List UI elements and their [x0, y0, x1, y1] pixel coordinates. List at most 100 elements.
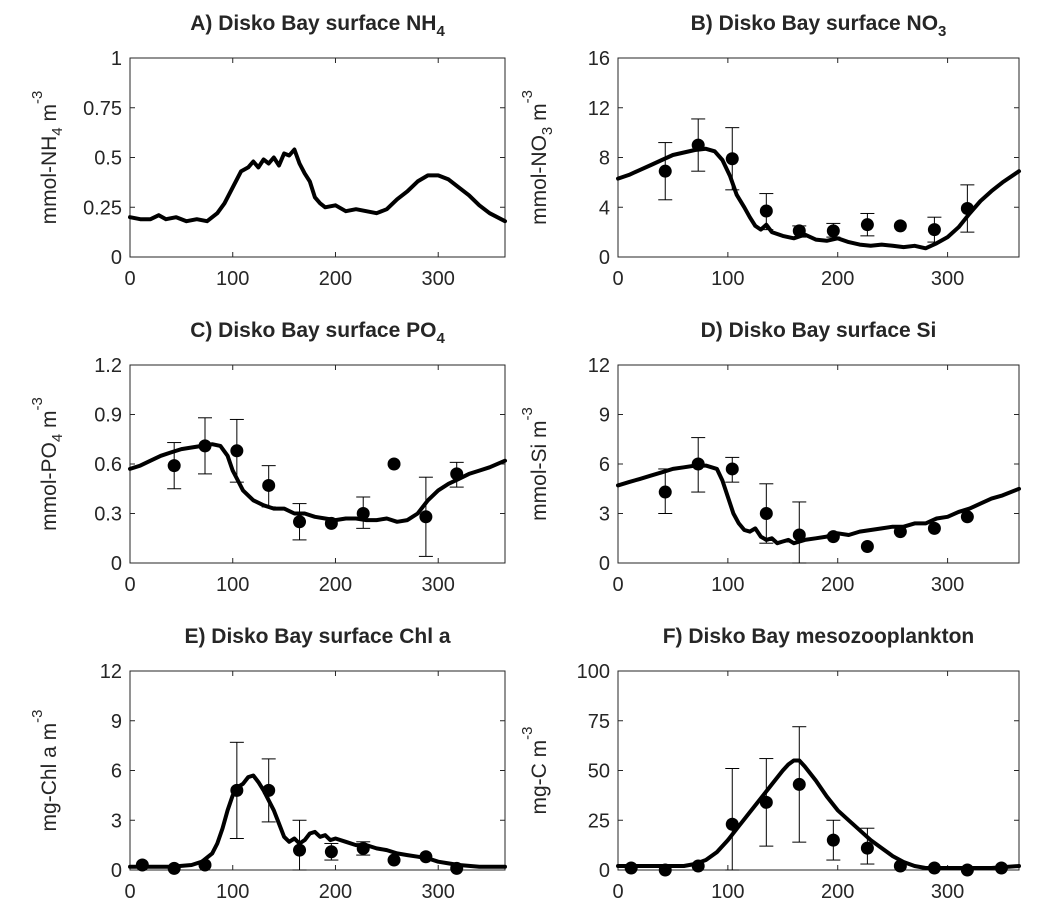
observation-point [893, 859, 907, 873]
x-tick-label: 100 [711, 268, 744, 290]
y-axis-label: mmol-NO3 m-3 [519, 90, 556, 225]
x-tick-label: 300 [422, 574, 455, 596]
panel-title: A) Disko Bay surface NH4 [190, 12, 445, 40]
y-tick-label: 0 [599, 247, 610, 269]
observation-point [691, 138, 705, 152]
panel-title: F) Disko Bay mesozooplankton [663, 625, 975, 648]
model-line [616, 463, 1021, 546]
observation-point [960, 510, 974, 524]
y-axis-label: mg-C m-3 [519, 726, 551, 814]
model-line [128, 147, 507, 224]
y-tick-label: 0 [111, 860, 122, 882]
y-tick-label: 4 [599, 197, 610, 219]
y-axis-label-part: mmol-NH [38, 136, 61, 225]
x-tick-label: 200 [319, 268, 352, 290]
observation-point [860, 218, 874, 232]
y-axis-label-part: 3 [539, 127, 556, 135]
y-axis-label-part: m [38, 104, 61, 127]
x-tick-label: 0 [612, 268, 623, 290]
model-line [128, 773, 507, 869]
x-tick-label: 0 [124, 881, 135, 903]
observation-point [387, 457, 401, 471]
plot-area [129, 364, 506, 564]
y-tick-label: 16 [588, 48, 610, 70]
y-axis-label-part: mg-Chl a m [38, 723, 61, 832]
observation-point [658, 164, 672, 178]
observation-point [167, 459, 181, 473]
panel-title: C) Disko Bay surface PO4 [190, 319, 445, 347]
x-tick-label: 0 [124, 574, 135, 596]
observation-point [450, 861, 464, 875]
panel-title-text: A) Disko Bay surface NH [190, 12, 436, 35]
x-tick-label: 200 [821, 574, 854, 596]
panel-title: D) Disko Bay surface Si [701, 319, 937, 342]
plot-area [129, 57, 506, 258]
observation-point [658, 485, 672, 499]
x-tick-label: 300 [422, 268, 455, 290]
plot-area [129, 670, 506, 871]
panel-title-text: F) Disko Bay mesozooplankton [663, 625, 975, 648]
y-tick-label: 9 [599, 405, 610, 427]
y-axis-label: mmol-NH4 m-3 [29, 91, 66, 225]
observation-point [356, 841, 370, 855]
observation-point [419, 510, 433, 524]
y-tick-label: 0 [111, 247, 122, 269]
y-axis-label: mg-Chl a m-3 [29, 710, 61, 832]
plot-area [617, 364, 1020, 564]
model-line [616, 146, 1021, 251]
observation-point [994, 861, 1008, 875]
y-axis-label-part: -3 [519, 726, 536, 739]
observation-point [293, 843, 307, 857]
y-axis-label-part: -3 [519, 407, 536, 420]
y-tick-label: 0 [111, 553, 122, 575]
observation-point [324, 516, 338, 530]
y-tick-label: 9 [111, 711, 122, 733]
y-axis-label: mmol-Si m-3 [519, 407, 551, 521]
x-tick-label: 200 [319, 574, 352, 596]
observation-point [230, 444, 244, 458]
y-axis-label-part: -3 [29, 397, 46, 410]
x-tick-label: 300 [422, 881, 455, 903]
observation-point [927, 861, 941, 875]
x-tick-label: 300 [931, 268, 964, 290]
observation-point [419, 850, 433, 864]
y-axis-label-part: mmol-PO [38, 442, 61, 531]
observation-point [725, 817, 739, 831]
x-tick-label: 200 [319, 881, 352, 903]
observation-point [624, 861, 638, 875]
panel-e: 0 3 6 9 12 0 100 200 300 E) Disko Bay surface Chl… [29, 625, 507, 903]
panel-title-text: E) Disko Bay surface Chl a [184, 625, 450, 648]
observation-point [860, 841, 874, 855]
panel-title-subscript: 4 [436, 23, 445, 40]
observation-point [960, 201, 974, 215]
observation-point [230, 783, 244, 797]
x-tick-label: 0 [612, 881, 623, 903]
y-tick-label: 0.25 [83, 197, 122, 219]
y-tick-label: 50 [588, 761, 610, 783]
y-tick-label: 0.5 [94, 148, 122, 170]
observation-point [262, 478, 276, 492]
y-axis-label-part: mg-C m [528, 740, 551, 815]
observation-point [725, 462, 739, 476]
observation-point [691, 859, 705, 873]
observation-point [167, 861, 181, 875]
y-tick-label: 75 [588, 711, 610, 733]
x-tick-label: 100 [216, 574, 249, 596]
panel-d: 0 3 6 9 12 0 100 200 300 D) Disko Bay surface Si m… [519, 319, 1021, 596]
model-line [616, 758, 1021, 870]
y-tick-label: 25 [588, 810, 610, 832]
x-tick-label: 100 [216, 268, 249, 290]
y-tick-label: 0 [599, 860, 610, 882]
observation-point [198, 439, 212, 453]
observation-point [262, 783, 276, 797]
x-tick-label: 200 [821, 881, 854, 903]
y-axis-label-part: m [528, 103, 551, 126]
y-axis-label-part: mmol-Si m [528, 421, 551, 521]
observation-point [927, 521, 941, 535]
observation-point [293, 515, 307, 529]
y-tick-label: 0 [599, 553, 610, 575]
observation-point [725, 152, 739, 166]
panel-a: 0 0.25 0.5 0.75 1 0 100 200 300 A) Disko Bay surf… [29, 12, 507, 290]
observation-point [927, 223, 941, 237]
